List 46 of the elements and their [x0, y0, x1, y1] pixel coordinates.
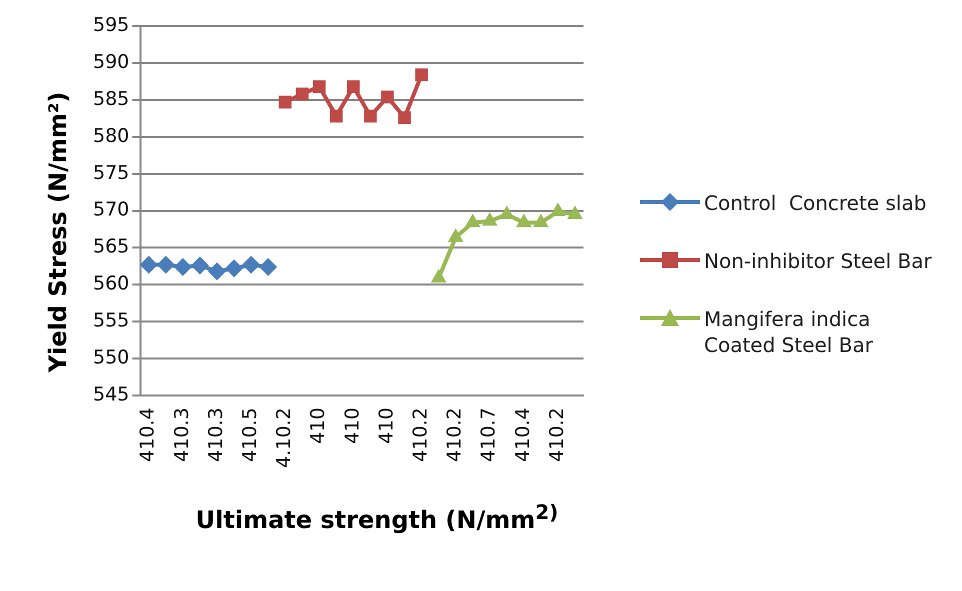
point	[174, 258, 192, 276]
y-tick-label: 585	[93, 88, 130, 110]
point	[278, 96, 292, 108]
point	[381, 90, 394, 104]
legend-label: Non-inhibitor Steel Bar	[704, 248, 933, 274]
x-tick-label: 410.3	[204, 408, 227, 462]
legend-label: Mangifera indica Coated Steel Bar	[704, 306, 874, 358]
y-tick-label: 550	[93, 346, 130, 369]
point	[347, 80, 360, 93]
x-tick-label: 410.4	[136, 408, 159, 462]
y-tick-label: 545	[93, 384, 130, 406]
x-tick-label: 410.2	[444, 408, 466, 462]
x-tick-label: 410.4	[512, 408, 534, 462]
point	[208, 262, 226, 280]
point	[156, 256, 175, 274]
y-tick-label: 590	[93, 50, 130, 73]
x-tick-label: 410	[375, 408, 398, 444]
point	[259, 258, 278, 276]
point	[312, 80, 326, 93]
y-tick-label: 565	[93, 236, 130, 258]
x-tick-label: 410.3	[170, 408, 193, 462]
y-tick-label: 595	[93, 14, 130, 36]
point	[364, 110, 377, 123]
y-tick-label: 560	[93, 272, 130, 295]
y-tick-label: 570	[93, 198, 130, 221]
point	[398, 111, 411, 124]
point	[330, 110, 343, 123]
point	[242, 256, 260, 274]
x-tick-label: 410.7	[478, 408, 500, 462]
x-tick-label: 410.2	[410, 408, 432, 462]
point	[415, 68, 428, 82]
x-tick-label: 410	[341, 408, 364, 444]
x-axis-title: Ultimate strength (N/mm$^{2)}$	[194, 500, 560, 534]
x-tick-label: 410.5	[239, 408, 262, 462]
legend-label: Control Concrete slab	[704, 190, 928, 216]
y-tick-label: 575	[93, 162, 130, 184]
x-tick-label: 4.10.2	[273, 408, 296, 468]
point	[225, 259, 244, 278]
point	[140, 256, 158, 274]
y-axis-title: Yield Stress (N/mm²)	[44, 92, 72, 372]
x-tick-label: 410	[307, 408, 330, 444]
point	[296, 88, 309, 100]
y-tick-label: 555	[93, 310, 130, 332]
x-tick-label: 410.2	[546, 408, 568, 462]
y-tick-label: 580	[93, 124, 130, 147]
point	[190, 256, 209, 274]
